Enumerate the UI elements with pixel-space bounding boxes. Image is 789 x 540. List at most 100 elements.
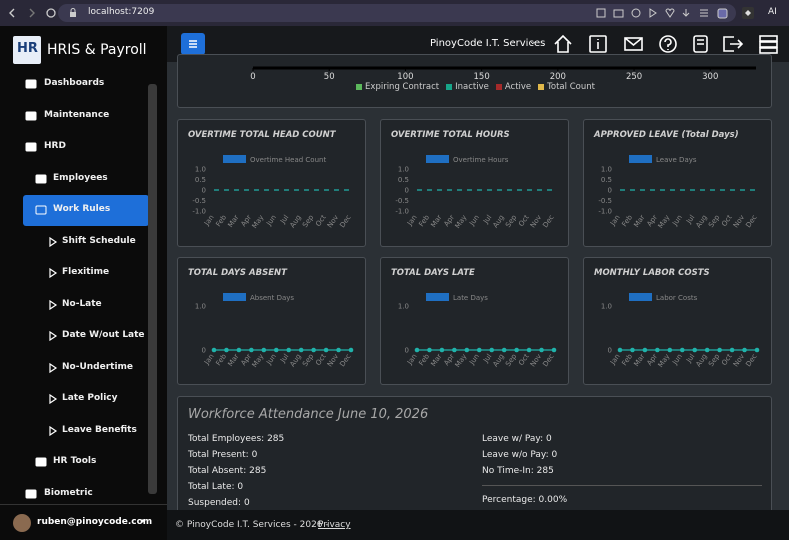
menu-item[interactable]: Flexitime: [62, 267, 110, 277]
chart-title: MONTHLY LABOR COSTS: [594, 268, 710, 278]
active-item: [23, 195, 149, 226]
x-tick-label: 250: [626, 72, 642, 82]
chart-card: TOTAL DAYS LATE Late Days 0 1.0 Jan Feb Mar Apr…: [380, 257, 569, 385]
menu-item[interactable]: No-Late: [62, 298, 102, 309]
stat-value: 0: [551, 450, 558, 460]
x-tick-label: Jun: [265, 353, 278, 367]
legend-swatch: [629, 155, 652, 163]
x-tick-label: Sep: [301, 352, 315, 368]
stat: Leave w/o Pay: 0: [482, 450, 557, 460]
stat: Total Late: 0: [188, 482, 243, 492]
menu-icon: [25, 111, 37, 120]
data-point: [286, 347, 292, 353]
stat: No Time-In: 285: [482, 466, 554, 476]
chart-card: APPROVED LEAVE (Total Days) Leave Days -1.…: [583, 119, 772, 247]
y-tick-label: 1.0: [601, 166, 612, 174]
company-dropdown[interactable]: PinoyCode I.T. Services: [430, 38, 546, 49]
menu-icon: [35, 205, 47, 215]
x-tick-label: Mar: [632, 213, 646, 229]
menu-item[interactable]: No-Undertime: [62, 361, 134, 372]
legend-label: Inactive: [455, 82, 489, 92]
data-point: [655, 347, 660, 353]
y-tick-label: 0.5: [398, 176, 409, 184]
footer: © PinoyCode I.T. Services - 2026 - Priva…: [167, 510, 789, 540]
data-point: [427, 347, 432, 353]
data-point: [273, 347, 279, 353]
stat: Suspended: 0: [188, 498, 250, 508]
chart-title: OVERTIME TOTAL HEAD COUNT: [188, 130, 336, 140]
data-point: [501, 347, 507, 353]
y-tick-label: 1.0: [601, 303, 612, 311]
x-tick-label: Feb: [620, 213, 634, 228]
privacy-link[interactable]: Privacy: [318, 520, 351, 530]
x-tick-label: May: [454, 214, 469, 230]
x-tick-label: Sep: [504, 213, 518, 229]
stat-label: Percentage:: [482, 495, 536, 505]
legend-label: Late Days: [453, 294, 488, 302]
triangle: [49, 362, 58, 373]
menu: Dashboards Maintenance HRD Employees Work Ru…: [0, 76, 167, 504]
chart-card: TOTAL DAYS ABSENT Absent Days 0 1.0 Jan Feb Ma…: [177, 257, 366, 385]
menu-item[interactable]: Maintenance: [44, 109, 110, 120]
line-chart: Leave Days-1.0-0.500.51.0JanFebMarAprMay…: [598, 155, 759, 230]
menu-icon: [49, 330, 58, 342]
menu-item[interactable]: Shift Schedule: [62, 235, 136, 246]
chart-title: TOTAL DAYS LATE: [391, 268, 475, 278]
data-point: [323, 347, 329, 353]
stat-label: No Time-In:: [482, 466, 534, 476]
stat: Total Present: 0: [188, 450, 257, 460]
nav-buttons: [9, 8, 56, 18]
stat: Leave w/ Pay: 0: [482, 434, 552, 444]
stat-value: 285: [249, 466, 267, 476]
legend-label: Leave Days: [656, 156, 697, 164]
legend-swatch: [446, 84, 453, 90]
x-tick-label: Jan: [202, 214, 215, 228]
x-tick-label: Jan: [405, 353, 418, 367]
attendance-title: Workforce Attendance June 10, 2026: [188, 407, 429, 422]
menu-item[interactable]: HRD: [44, 141, 66, 151]
menu-item[interactable]: Work Rules: [53, 204, 111, 214]
address-bar[interactable]: localhost:7209: [58, 4, 736, 22]
legend-label: Overtime Head Count: [250, 156, 326, 164]
y-tick-label: 1.0: [398, 166, 409, 174]
stat: Total Absent: 285: [188, 466, 266, 476]
x-tick-label: Nov: [529, 353, 543, 369]
x-tick-label: Dec: [541, 213, 555, 229]
menu-icon: [25, 489, 37, 498]
user-email[interactable]: ruben@pinoycode.com: [37, 517, 153, 527]
top-chart-legend: Expiring Contract Inactive Active Total Cou…: [178, 82, 773, 92]
menu-icon: [49, 362, 58, 373]
menu-toggle[interactable]: [181, 33, 205, 55]
nav-icons: [554, 34, 778, 54]
scrollbar[interactable]: [148, 84, 157, 494]
triangle: [49, 267, 58, 279]
x-tick-label: 150: [474, 72, 490, 82]
menu-item[interactable]: HR Tools: [53, 456, 97, 466]
menu-item[interactable]: Biometric: [44, 487, 93, 498]
stat-label: Leave w/o Pay:: [482, 450, 549, 460]
stat-value: 285: [267, 434, 285, 444]
x-tick-label: Mar: [632, 352, 646, 368]
menu-item[interactable]: Leave Benefits: [62, 424, 137, 435]
legend-swatch: [426, 155, 449, 163]
menu-item[interactable]: Late Policy: [62, 393, 118, 403]
menu-item[interactable]: Dashboards: [44, 78, 105, 88]
data-point: [754, 347, 760, 353]
triangle: [49, 299, 58, 310]
ai-button[interactable]: AI: [768, 7, 777, 17]
stat-label: Total Absent:: [188, 466, 247, 476]
menu-item[interactable]: Employees: [53, 172, 108, 183]
stat-label: Total Late:: [188, 482, 235, 492]
x-tick-label: Nov: [732, 214, 746, 230]
x-tick-label: Aug: [491, 214, 505, 230]
menu-item[interactable]: Date W/out Late: [62, 330, 145, 340]
y-tick-label: -0.5: [395, 197, 409, 205]
data-point: [311, 347, 316, 353]
y-tick-label: 0: [202, 187, 206, 195]
extension-icon[interactable]: [740, 5, 756, 21]
data-point: [692, 347, 698, 353]
legend-swatch: [629, 293, 652, 301]
x-tick-label: Jan: [405, 214, 418, 228]
